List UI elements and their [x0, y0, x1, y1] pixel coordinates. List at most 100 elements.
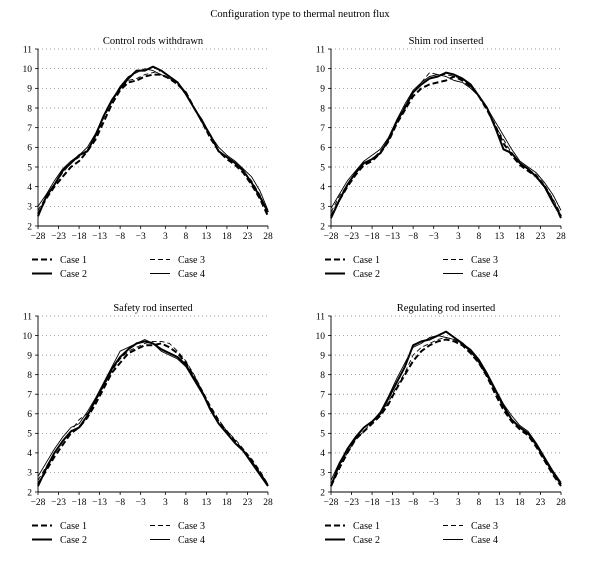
- x-tick-label: 28: [263, 498, 273, 508]
- y-tick-label: 10: [316, 332, 326, 342]
- y-tick-label: 3: [27, 203, 32, 213]
- y-tick-label: 11: [316, 312, 325, 322]
- x-tick-label: 23: [243, 232, 253, 242]
- x-tick-label: −23: [344, 498, 359, 508]
- x-tick-label: 28: [263, 232, 273, 242]
- legend-label-case-4: Case 4: [178, 535, 205, 546]
- x-tick-label: 3: [456, 232, 461, 242]
- x-tick-label: 8: [476, 232, 481, 242]
- series-line-case-2: [37, 65, 269, 217]
- figure-title: Configuration type to thermal neutron fl…: [210, 9, 390, 20]
- x-tick-label: −13: [92, 498, 107, 508]
- y-tick-label: 10: [23, 332, 33, 342]
- x-tick-label: 8: [476, 498, 481, 508]
- x-tick-label: −3: [429, 232, 439, 242]
- x-tick-label: 23: [536, 232, 546, 242]
- y-tick-label: 2: [27, 222, 32, 232]
- y-tick-label: 9: [320, 85, 325, 95]
- x-tick-label: 23: [536, 498, 546, 508]
- x-tick-label: 8: [183, 498, 188, 508]
- x-tick-label: −18: [365, 498, 380, 508]
- legend-label-case-3: Case 3: [178, 255, 205, 266]
- legend-label-case-2: Case 2: [60, 269, 87, 280]
- legend-label-case-2: Case 2: [60, 535, 87, 546]
- legend-label-case-2: Case 2: [353, 535, 380, 546]
- y-tick-label: 5: [320, 163, 325, 173]
- x-tick-label: 18: [515, 232, 525, 242]
- y-tick-label: 3: [27, 469, 32, 479]
- legend: Case 1 Case 2 Case 3 Case 4: [32, 255, 205, 280]
- panel-title: Control rods withdrawn: [103, 36, 204, 47]
- x-tick-label: 28: [556, 498, 566, 508]
- x-tick-label: −23: [344, 232, 359, 242]
- x-tick-label: −18: [72, 498, 87, 508]
- y-tick-label: 11: [23, 312, 32, 322]
- y-tick-label: 8: [320, 104, 325, 114]
- series-line-case-3: [37, 340, 269, 485]
- x-tick-label: 18: [515, 498, 525, 508]
- y-tick-label: 7: [27, 124, 32, 134]
- series-line-case-3: [330, 337, 562, 485]
- x-tick-label: 18: [222, 498, 232, 508]
- y-tick-label: 4: [27, 449, 32, 459]
- series-line-case-4: [330, 335, 562, 483]
- y-tick-label: 2: [320, 222, 325, 232]
- y-tick-label: 8: [27, 371, 32, 381]
- y-tick-label: 7: [320, 391, 325, 401]
- x-tick-label: 13: [495, 232, 505, 242]
- x-tick-label: −13: [385, 498, 400, 508]
- series-line-case-2: [330, 71, 562, 219]
- legend-label-case-4: Case 4: [471, 269, 498, 280]
- legend-label-case-1: Case 1: [353, 255, 380, 266]
- legend-label-case-1: Case 1: [60, 521, 87, 532]
- panel-title: Safety rod inserted: [113, 303, 193, 314]
- y-tick-label: 10: [23, 65, 33, 75]
- y-tick-label: 7: [320, 124, 325, 134]
- x-tick-label: 28: [556, 232, 566, 242]
- series-line-case-4: [330, 74, 562, 211]
- x-tick-label: −3: [429, 498, 439, 508]
- x-tick-label: −28: [324, 498, 339, 508]
- legend-label-case-4: Case 4: [178, 269, 205, 280]
- y-tick-label: 9: [320, 351, 325, 361]
- x-tick-label: −23: [51, 498, 66, 508]
- y-tick-label: 2: [27, 488, 32, 498]
- y-tick-label: 6: [27, 410, 32, 420]
- series-line-case-3: [37, 70, 269, 213]
- x-tick-label: −28: [31, 498, 46, 508]
- legend-label-case-2: Case 2: [353, 269, 380, 280]
- x-tick-label: −13: [385, 232, 400, 242]
- y-tick-label: 10: [316, 65, 326, 75]
- x-tick-label: −8: [115, 498, 125, 508]
- legend: Case 1 Case 2 Case 3 Case 4: [32, 521, 205, 546]
- x-tick-label: −23: [51, 232, 66, 242]
- panel-title: Regulating rod inserted: [397, 303, 496, 314]
- y-tick-label: 8: [27, 104, 32, 114]
- x-tick-label: 23: [243, 498, 253, 508]
- x-tick-label: −8: [115, 232, 125, 242]
- x-tick-label: −13: [92, 232, 107, 242]
- series-line-case-3: [330, 72, 562, 215]
- panel-title: Shim rod inserted: [409, 36, 484, 47]
- x-tick-label: 8: [183, 232, 188, 242]
- y-tick-label: 8: [320, 371, 325, 381]
- x-tick-label: 3: [163, 232, 168, 242]
- series-line-case-2: [330, 330, 562, 487]
- y-tick-label: 2: [320, 488, 325, 498]
- series-line-case-4: [37, 339, 269, 485]
- y-tick-label: 4: [27, 183, 32, 193]
- y-tick-label: 11: [316, 45, 325, 55]
- y-tick-label: 6: [27, 144, 32, 154]
- series-line-case-1: [330, 75, 562, 219]
- y-tick-label: 5: [27, 430, 32, 440]
- x-tick-label: −3: [136, 498, 146, 508]
- y-tick-label: 4: [320, 183, 325, 193]
- x-tick-label: −8: [408, 498, 418, 508]
- legend: Case 1 Case 2 Case 3 Case 4: [325, 255, 498, 280]
- x-tick-label: −3: [136, 232, 146, 242]
- legend-label-case-1: Case 1: [353, 521, 380, 532]
